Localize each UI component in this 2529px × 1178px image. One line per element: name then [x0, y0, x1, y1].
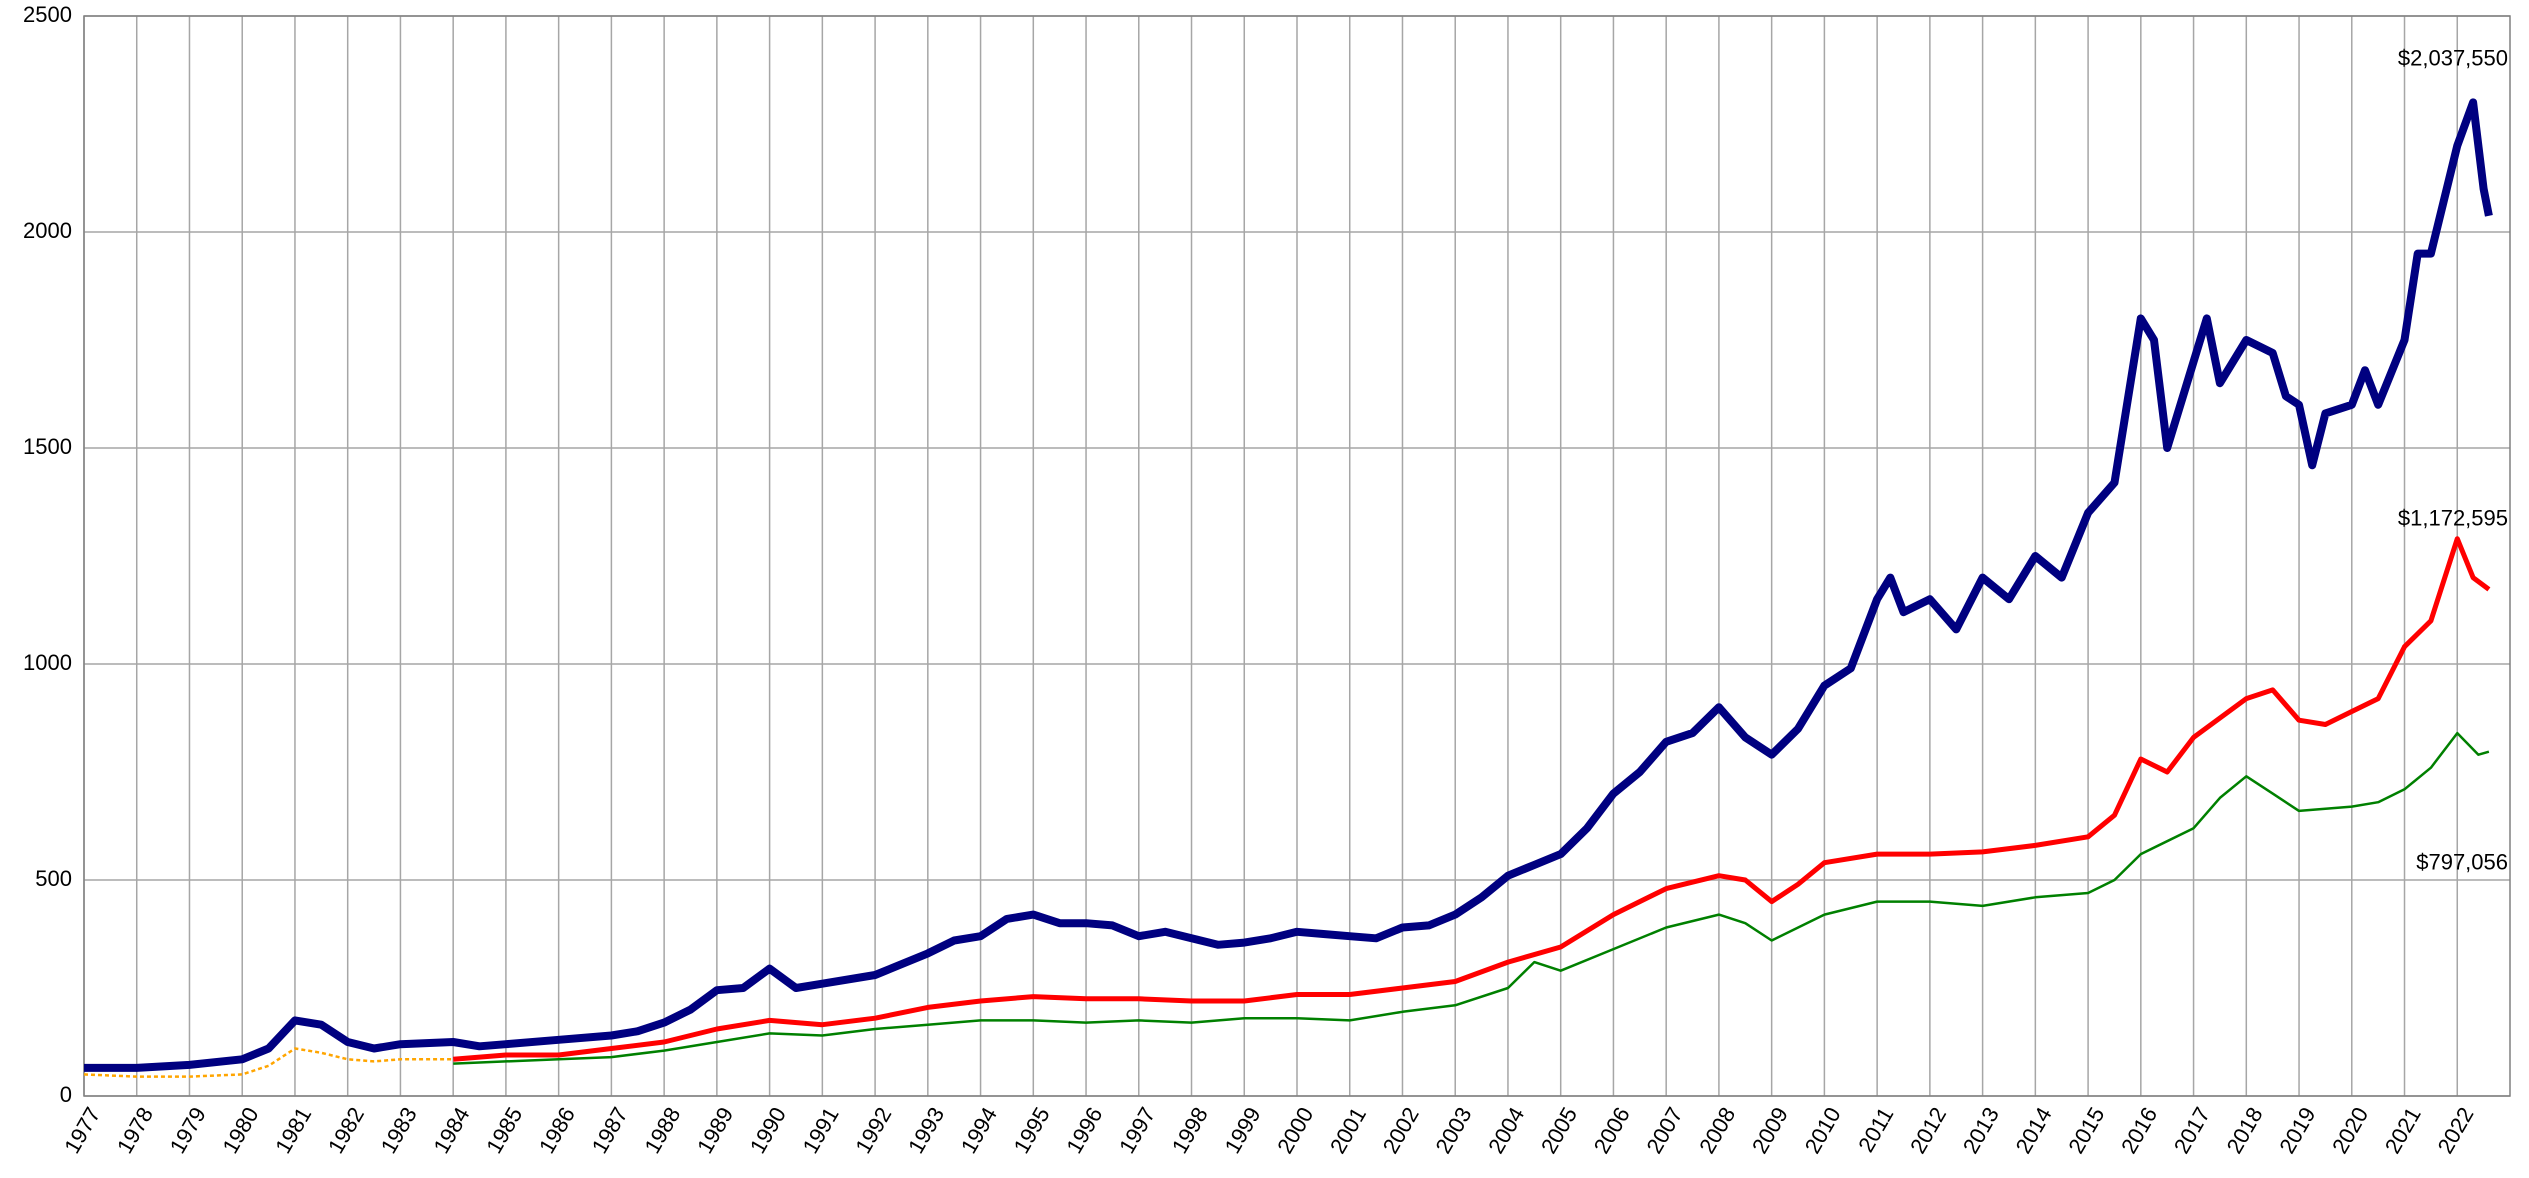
x-tick-label: 2018	[2222, 1103, 2268, 1158]
x-tick-label: 1992	[850, 1103, 896, 1158]
x-tick-label: 1991	[798, 1103, 844, 1158]
x-tick-label: 2003	[1430, 1103, 1476, 1158]
x-tick-label: 2021	[2380, 1103, 2426, 1158]
x-tick-label: 1985	[481, 1103, 527, 1158]
x-tick-label: 1995	[1009, 1103, 1055, 1158]
x-tick-label: 2013	[1958, 1103, 2004, 1158]
x-tick-label: 1994	[956, 1103, 1002, 1158]
x-tick-label: 2007	[1641, 1103, 1687, 1158]
series-line	[83, 1047, 454, 1078]
x-tick-label: 1996	[1061, 1103, 1107, 1158]
x-tick-label: 1999	[1219, 1103, 1265, 1158]
x-tick-label: 2005	[1536, 1103, 1582, 1158]
x-tick-label: 2011	[1853, 1103, 1898, 1156]
y-tick-label: 0	[60, 1082, 72, 1107]
x-tick-label: 1981	[270, 1103, 316, 1158]
end-label: $2,037,550	[2398, 46, 2508, 71]
x-tick-label: 1979	[165, 1103, 211, 1158]
x-tick-label: 2001	[1325, 1103, 1371, 1158]
x-tick-label: 2020	[2327, 1103, 2373, 1158]
x-tick-label: 1987	[587, 1103, 633, 1158]
x-tick-label: 1998	[1167, 1103, 1213, 1158]
y-tick-label: 2000	[23, 218, 72, 243]
x-tick-label: 2014	[2011, 1103, 2057, 1158]
x-tick-label: 2019	[2274, 1103, 2320, 1158]
x-tick-label: 1978	[112, 1103, 158, 1158]
y-tick-label: 500	[35, 866, 72, 891]
x-tick-label: 1988	[639, 1103, 685, 1158]
x-tick-label: 1986	[534, 1103, 580, 1158]
x-tick-label: 2015	[2063, 1103, 2109, 1158]
x-tick-label: 1989	[692, 1103, 738, 1158]
y-tick-label: 2500	[23, 2, 72, 27]
x-tick-label: 2000	[1272, 1103, 1318, 1158]
x-tick-label: 2017	[2169, 1103, 2215, 1158]
x-tick-label: 2006	[1589, 1103, 1635, 1158]
end-label: $797,056	[2416, 849, 2508, 874]
plot-frame	[83, 15, 2511, 1097]
y-tick-label: 1000	[23, 650, 72, 675]
x-tick-label: 1984	[428, 1103, 474, 1158]
x-tick-label: 1983	[376, 1103, 422, 1158]
x-tick-label: 1997	[1114, 1103, 1160, 1158]
x-tick-label: 2022	[2432, 1103, 2478, 1158]
end-label: $1,172,595	[2398, 505, 2508, 530]
x-tick-label: 2002	[1378, 1103, 1424, 1158]
x-tick-label: 1993	[903, 1103, 949, 1158]
x-tick-label: 1990	[745, 1103, 791, 1158]
series-line	[452, 536, 2491, 1062]
x-tick-label: 1982	[323, 1103, 369, 1158]
series-line	[84, 98, 2493, 1072]
x-tick-label: 1980	[217, 1103, 263, 1158]
y-tick-label: 1500	[23, 434, 72, 459]
x-tick-label: 1977	[59, 1103, 105, 1158]
x-tick-label: 2004	[1483, 1103, 1529, 1158]
x-tick-label: 2012	[1905, 1103, 1951, 1158]
x-tick-label: 2009	[1747, 1103, 1793, 1158]
x-tick-label: 2010	[1800, 1103, 1846, 1158]
x-tick-label: 2008	[1694, 1103, 1740, 1158]
series-line	[453, 731, 2490, 1065]
x-tick-label: 2016	[2116, 1103, 2162, 1158]
